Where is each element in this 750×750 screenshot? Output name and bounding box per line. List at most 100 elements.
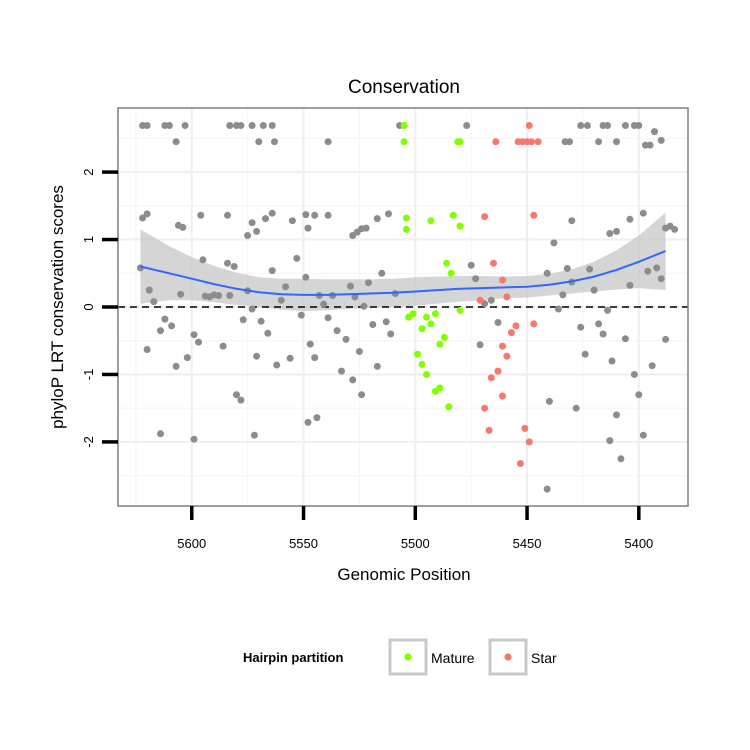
- point-other: [630, 371, 638, 378]
- point-other: [617, 455, 625, 463]
- point-other: [297, 311, 305, 319]
- point-other: [373, 362, 381, 370]
- point-other: [304, 418, 312, 426]
- point-mature: [456, 138, 464, 146]
- point-other: [257, 317, 265, 325]
- point-other: [177, 290, 185, 298]
- point-other: [255, 138, 263, 146]
- point-other: [581, 350, 589, 358]
- point-star: [499, 342, 506, 350]
- point-other: [311, 211, 319, 219]
- point-other: [577, 323, 585, 331]
- point-other: [302, 273, 310, 281]
- point-other: [543, 485, 551, 493]
- point-star: [528, 138, 535, 146]
- point-other: [233, 391, 240, 399]
- point-star: [499, 392, 506, 400]
- y-tick-label: 0: [81, 303, 96, 310]
- plot-panel: [117, 107, 689, 507]
- point-other: [662, 335, 670, 343]
- point-other: [179, 223, 187, 231]
- point-other: [604, 306, 611, 314]
- point-other: [286, 354, 294, 362]
- point-other: [197, 211, 205, 219]
- point-other: [385, 210, 392, 218]
- point-other: [282, 283, 290, 291]
- point-star: [490, 259, 497, 267]
- point-other: [248, 305, 256, 313]
- point-other: [143, 122, 151, 129]
- point-other: [264, 329, 272, 337]
- point-other: [168, 322, 176, 330]
- point-other: [306, 340, 314, 348]
- legend-label-mature: Mature: [431, 650, 475, 666]
- point-other: [311, 354, 319, 362]
- y-tick-label: 2: [81, 168, 96, 175]
- point-other: [304, 224, 312, 232]
- point-other: [613, 227, 620, 235]
- point-mature: [449, 211, 457, 219]
- point-other: [613, 138, 620, 146]
- point-other: [621, 122, 629, 129]
- x-tick-label: 5600: [177, 536, 206, 551]
- point-other: [244, 232, 252, 239]
- point-other: [595, 138, 603, 146]
- point-other: [199, 256, 207, 264]
- data-points: [136, 122, 679, 493]
- point-mature: [436, 384, 444, 392]
- point-star: [516, 460, 524, 467]
- point-star: [492, 138, 500, 146]
- point-other: [590, 286, 598, 294]
- point-other: [599, 330, 607, 338]
- point-other: [606, 437, 614, 445]
- x-tick-label: 5500: [401, 536, 430, 551]
- point-other: [639, 431, 647, 439]
- point-mature: [400, 138, 408, 146]
- point-star: [525, 438, 533, 446]
- point-other: [313, 414, 321, 422]
- point-other: [248, 219, 256, 227]
- point-mature: [402, 214, 410, 222]
- point-other: [253, 352, 261, 360]
- point-star: [503, 293, 511, 301]
- point-other: [373, 215, 381, 223]
- point-other: [360, 302, 368, 310]
- point-other: [639, 209, 647, 217]
- point-other: [644, 267, 652, 275]
- point-other: [143, 210, 151, 218]
- point-mature: [409, 310, 417, 318]
- legend-label-star: Star: [531, 650, 557, 666]
- point-other: [226, 122, 234, 129]
- point-star: [499, 276, 506, 284]
- point-star: [485, 426, 493, 434]
- y-axis-label: phyloP LRT conservation scores: [48, 185, 67, 429]
- legend: Hairpin partition Mature Star: [243, 638, 557, 676]
- point-other: [657, 275, 665, 283]
- point-other: [324, 138, 332, 146]
- point-other: [226, 292, 234, 299]
- point-other: [648, 362, 656, 370]
- point-other: [387, 330, 395, 338]
- point-other: [586, 265, 594, 273]
- x-tick-label: 5450: [513, 536, 542, 551]
- point-other: [572, 404, 580, 412]
- point-star: [494, 367, 502, 375]
- point-other: [378, 269, 386, 277]
- point-other: [172, 362, 180, 370]
- legend-entry-star: Star: [488, 638, 557, 676]
- point-other: [559, 291, 567, 299]
- point-other: [635, 391, 643, 399]
- point-other: [646, 141, 654, 149]
- point-other: [250, 431, 258, 439]
- y-tick-label: 1: [81, 236, 96, 243]
- point-other: [248, 122, 256, 129]
- point-mature: [456, 222, 464, 230]
- point-other: [237, 122, 245, 129]
- point-other: [288, 217, 296, 225]
- point-other: [139, 214, 147, 222]
- point-other: [347, 282, 354, 290]
- point-other: [583, 122, 591, 129]
- point-other: [566, 138, 573, 146]
- point-other: [467, 261, 475, 269]
- point-other: [362, 224, 370, 232]
